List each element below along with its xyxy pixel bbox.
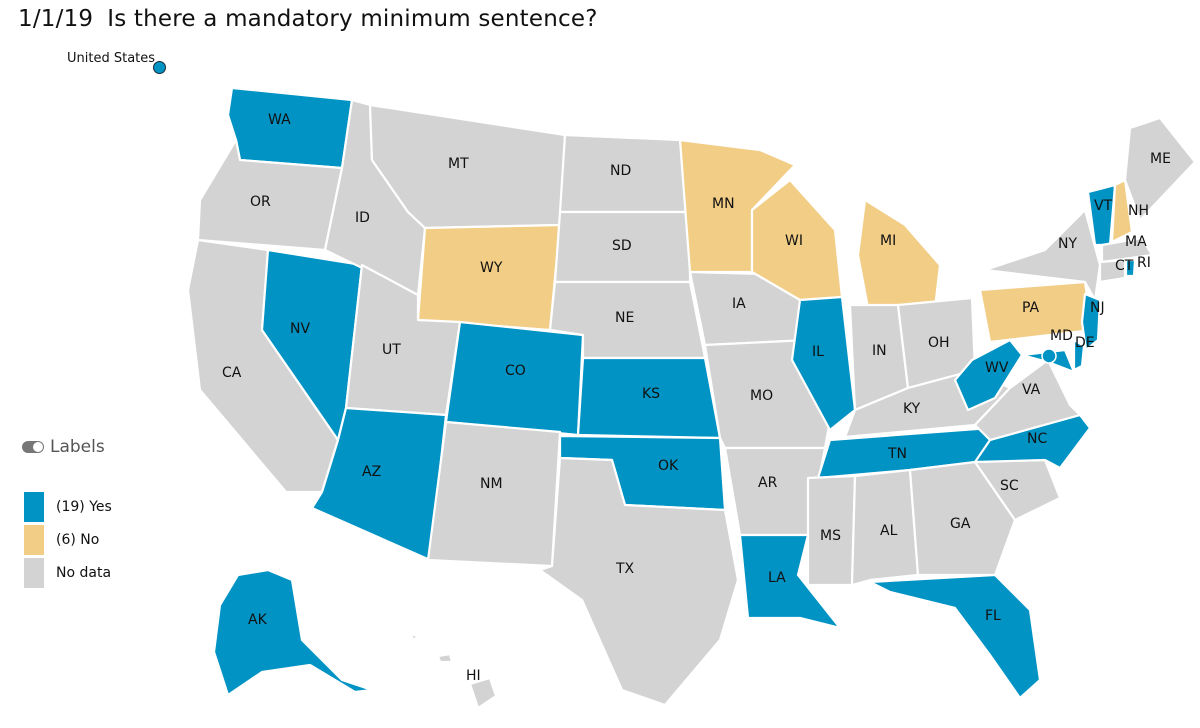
legend-swatch: [24, 525, 44, 555]
state-label-me: ME: [1150, 151, 1171, 167]
state-fl[interactable]: [868, 573, 1042, 700]
legend-text: (6) No: [56, 532, 100, 548]
state-wy[interactable]: [416, 223, 562, 332]
state-label-in: IN: [872, 343, 887, 359]
us-label: United States: [67, 51, 156, 66]
state-ga[interactable]: [908, 460, 1017, 577]
state-label-sd: SD: [612, 238, 632, 254]
state-label-nh: NH: [1128, 203, 1149, 219]
state-al[interactable]: [850, 468, 920, 587]
toggle-switch-icon[interactable]: [22, 441, 44, 453]
state-label-al: AL: [880, 523, 898, 539]
state-label-ca: CA: [222, 365, 242, 381]
state-label-wy: WY: [480, 260, 503, 276]
state-label-ct: CT: [1115, 258, 1134, 274]
toggle-label: Labels: [50, 437, 105, 457]
state-de[interactable]: [1072, 338, 1086, 372]
title-date: 1/1/19: [18, 6, 94, 32]
legend-text: (19) Yes: [56, 499, 112, 515]
state-label-sc: SC: [1000, 478, 1019, 494]
state-nh[interactable]: [1110, 178, 1134, 244]
state-label-ms: MS: [820, 528, 841, 544]
state-label-ut: UT: [382, 342, 401, 358]
state-label-oh: OH: [928, 335, 950, 351]
state-label-tn: TN: [887, 446, 907, 462]
state-label-hi: HI: [466, 668, 481, 684]
state-label-wa: WA: [268, 112, 291, 128]
state-ct[interactable]: [1098, 258, 1127, 284]
state-label-nv: NV: [290, 321, 310, 337]
legend: (19) Yes (6) No No data: [24, 492, 112, 591]
state-label-id: ID: [355, 210, 370, 226]
state-label-ny: NY: [1058, 236, 1077, 252]
state-hi[interactable]: [408, 632, 498, 710]
legend-item-yes[interactable]: (19) Yes: [24, 492, 112, 522]
state-ak[interactable]: [212, 568, 374, 697]
state-il[interactable]: [790, 295, 857, 432]
state-label-ky: KY: [903, 401, 921, 417]
state-label-md: MD: [1050, 328, 1073, 344]
state-label-tx: TX: [615, 561, 635, 577]
state-label-nj: NJ: [1090, 300, 1105, 316]
state-ma[interactable]: [1100, 236, 1154, 264]
state-nm[interactable]: [426, 420, 562, 568]
state-wa[interactable]: [226, 86, 354, 170]
map-title: 1/1/19 Is there a mandatory minimum sente…: [18, 6, 598, 32]
legend-swatch: [24, 558, 44, 588]
state-tx[interactable]: [538, 456, 740, 707]
legend-text: No data: [56, 565, 112, 581]
legend-item-no[interactable]: (6) No: [24, 525, 112, 555]
state-label-la: LA: [768, 570, 786, 586]
state-mi[interactable]: [856, 198, 942, 310]
state-label-wv: WV: [985, 360, 1009, 376]
state-label-mi: MI: [880, 233, 896, 249]
state-dc-marker[interactable]: [1041, 348, 1057, 364]
state-label-or: OR: [250, 194, 271, 210]
legend-swatch: [24, 492, 44, 522]
state-label-de: DE: [1075, 335, 1095, 351]
state-label-ks: KS: [642, 386, 660, 402]
state-label-mn: MN: [712, 196, 735, 212]
state-label-ne: NE: [615, 310, 634, 326]
legend-item-nodata[interactable]: No data: [24, 558, 112, 588]
state-label-ri: RI: [1137, 255, 1151, 271]
state-label-ma: MA: [1125, 234, 1147, 250]
state-label-mo: MO: [750, 388, 773, 404]
state-va[interactable]: [973, 358, 1082, 442]
state-label-wi: WI: [785, 233, 803, 249]
state-label-ak: AK: [248, 612, 268, 628]
state-label-mt: MT: [448, 156, 469, 172]
us-marker[interactable]: [153, 61, 166, 74]
state-label-nm: NM: [480, 476, 503, 492]
state-label-az: AZ: [362, 464, 381, 480]
state-label-nd: ND: [610, 163, 631, 179]
title-question: Is there a mandatory minimum sentence?: [107, 6, 598, 32]
state-nj[interactable]: [1080, 292, 1102, 352]
state-ri[interactable]: [1124, 258, 1137, 278]
state-label-fl: FL: [985, 608, 1001, 624]
state-label-ia: IA: [732, 296, 746, 312]
state-label-ar: AR: [758, 475, 778, 491]
state-label-va: VA: [1022, 382, 1041, 398]
state-label-vt: VT: [1094, 198, 1113, 214]
state-me[interactable]: [1123, 116, 1197, 222]
labels-toggle[interactable]: Labels: [22, 437, 105, 457]
state-label-co: CO: [505, 363, 526, 379]
state-label-nc: NC: [1027, 431, 1047, 447]
state-label-il: IL: [812, 344, 824, 360]
state-label-pa: PA: [1022, 300, 1040, 316]
state-label-ok: OK: [658, 458, 679, 474]
state-label-ga: GA: [950, 516, 971, 532]
